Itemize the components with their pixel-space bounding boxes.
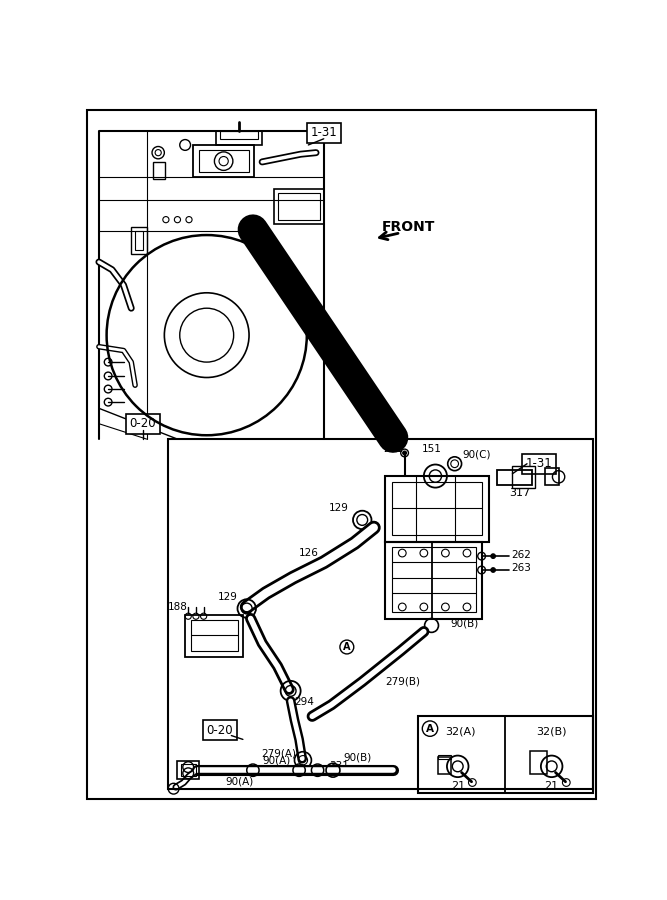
Text: 90(A): 90(A) [262,756,291,766]
Text: 21: 21 [544,780,559,790]
Text: 279(B): 279(B) [386,677,420,687]
Circle shape [403,451,406,454]
Bar [545,468,558,485]
Text: A: A [426,724,434,733]
Bar [497,470,532,485]
Bar [392,482,482,535]
Bar [530,751,547,774]
Text: FRONT: FRONT [382,220,435,234]
Bar [277,193,320,220]
Bar [168,439,593,789]
Bar [185,615,243,657]
Text: 261: 261 [383,444,403,454]
Text: 21: 21 [451,780,465,790]
Text: 90(B): 90(B) [451,619,479,629]
Text: 32(B): 32(B) [536,726,567,737]
Bar [181,764,196,777]
Bar [386,542,482,618]
Bar [153,162,165,179]
Text: 294: 294 [295,698,314,707]
Text: 129: 129 [217,592,237,602]
Text: 32(A): 32(A) [445,726,476,737]
Bar [135,231,143,250]
Bar [216,131,262,145]
Bar [438,757,451,774]
Circle shape [491,554,496,558]
Text: 0-20: 0-20 [207,724,233,737]
Text: 126: 126 [298,548,318,558]
Text: A: A [343,642,351,652]
Text: 263: 263 [511,563,531,573]
Bar [392,547,476,612]
Bar [418,716,593,793]
Text: 317: 317 [510,488,531,498]
Bar [191,620,237,651]
Text: 331: 331 [329,761,349,771]
Text: 279(A): 279(A) [261,748,297,759]
Bar [273,189,323,223]
Text: 129: 129 [329,503,349,513]
Bar [512,466,536,488]
Bar [193,145,254,177]
Text: 90(A): 90(A) [225,777,253,787]
Text: 90(B): 90(B) [343,752,372,762]
Text: 151: 151 [422,444,442,454]
Bar [220,131,258,139]
Text: 188: 188 [167,602,187,612]
Text: 90(C): 90(C) [462,449,491,460]
Text: 262: 262 [511,550,531,560]
Text: 329: 329 [279,767,299,777]
Circle shape [491,568,496,572]
Bar [199,150,249,172]
Text: 1-31: 1-31 [526,457,553,470]
Bar [386,476,490,542]
Bar [131,228,147,255]
Bar [438,755,451,759]
Text: 0-20: 0-20 [129,418,156,430]
Text: 1-31: 1-31 [310,126,337,140]
Bar [177,761,199,779]
